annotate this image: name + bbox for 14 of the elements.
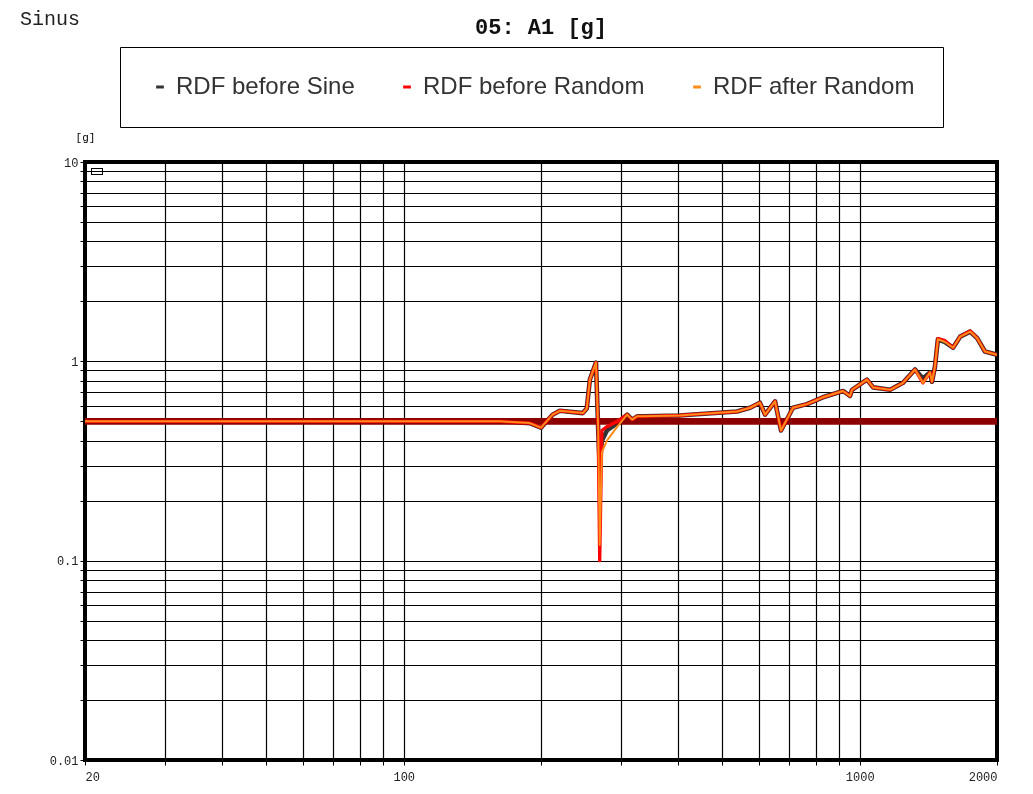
x-tick-label: 2000 (968, 770, 998, 785)
y-tick-label: 10 (64, 156, 79, 171)
y-tick-label: 0.01 (49, 754, 79, 769)
legend-label: RDF after Random (713, 72, 915, 99)
chart-subtitle: Sinus (20, 8, 81, 31)
legend-label: RDF before Random (423, 72, 645, 99)
y-tick-label: 1 (71, 355, 79, 370)
x-tick-label: 20 (85, 770, 100, 785)
legend-label: RDF before Sine (176, 72, 355, 99)
y-tick-label: 0.1 (56, 555, 79, 570)
x-tick-label: 1000 (845, 770, 875, 785)
x-tick-label: 100 (393, 770, 416, 785)
chart-title: 05: A1 [g] (474, 15, 608, 41)
y-axis-title: [g] (75, 131, 96, 144)
